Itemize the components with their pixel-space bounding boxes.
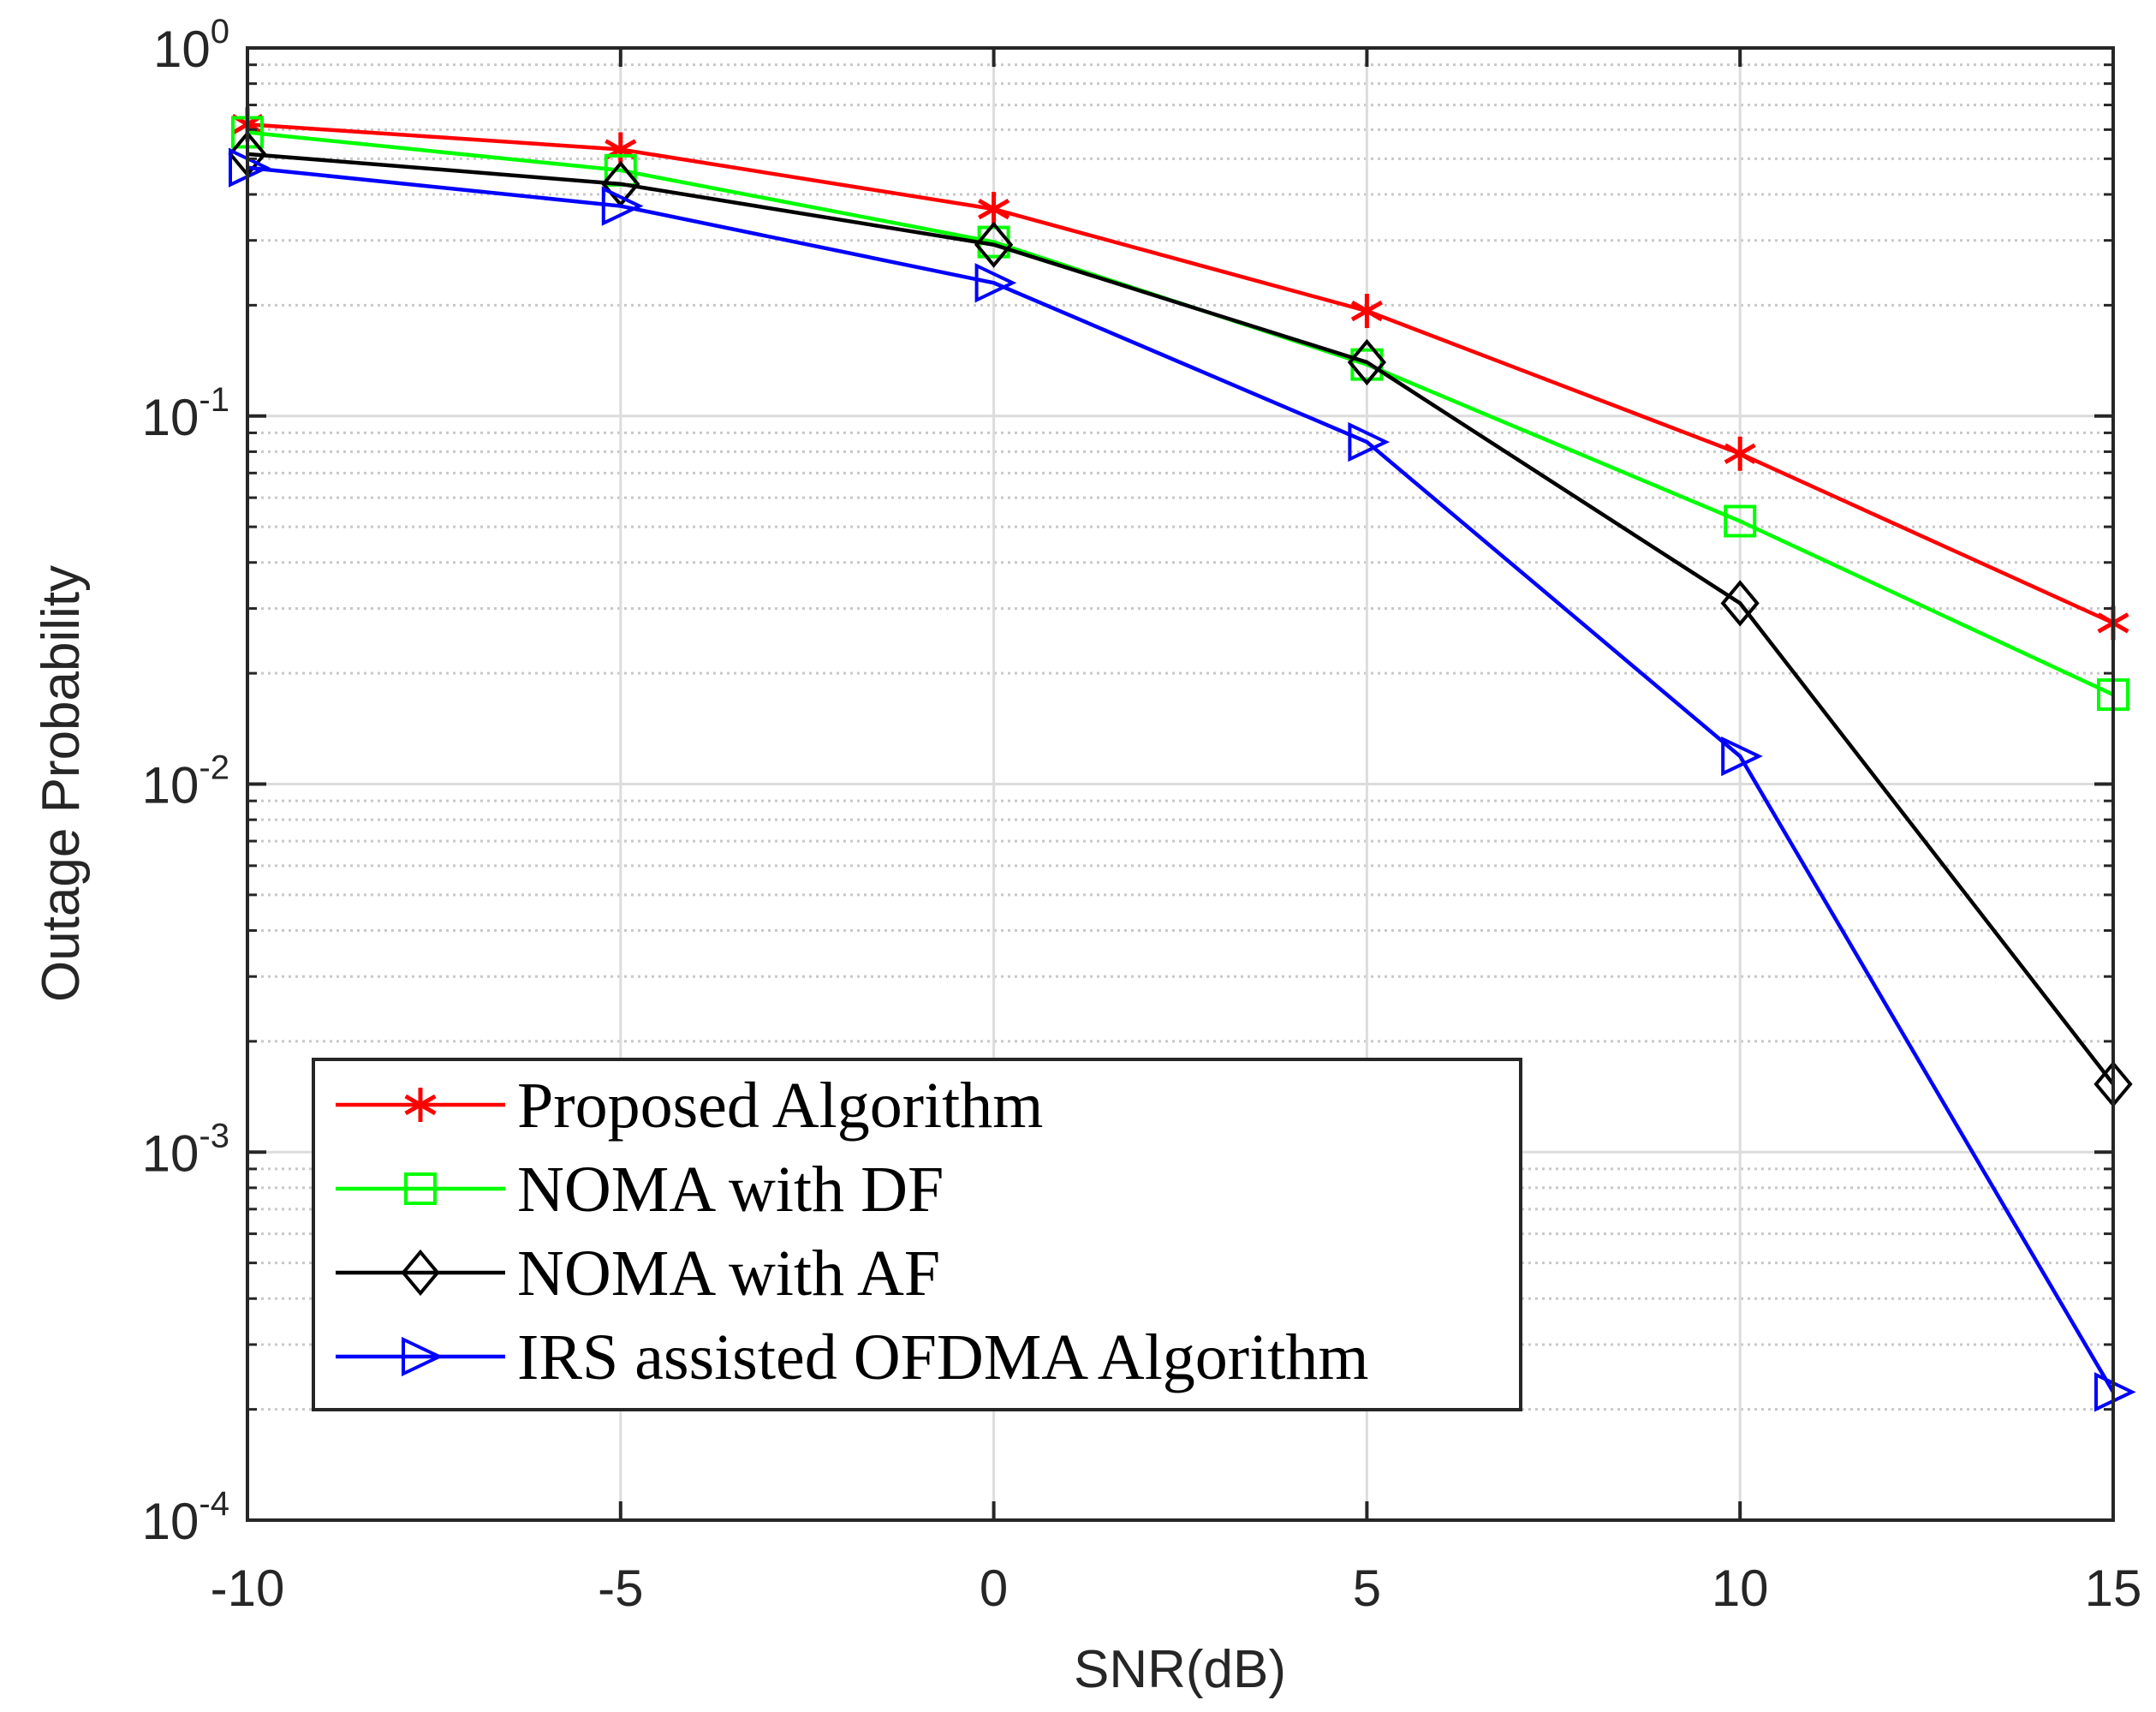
x-tick-label: 10 bbox=[1712, 1560, 1769, 1617]
asterisk-marker bbox=[1350, 300, 1383, 322]
triangle-marker bbox=[1348, 421, 1391, 462]
asterisk-marker bbox=[404, 1094, 437, 1116]
y-tick-label: 10-2 bbox=[142, 749, 229, 814]
legend-entry: NOMA with AF bbox=[336, 1238, 940, 1309]
triangle-marker bbox=[1721, 736, 1763, 777]
legend-label: NOMA with AF bbox=[517, 1238, 940, 1309]
y-tick-exponent: -4 bbox=[199, 1485, 229, 1523]
asterisk-marker bbox=[978, 198, 1010, 220]
legend-entry: NOMA with DF bbox=[336, 1154, 944, 1226]
legend-box bbox=[312, 1058, 1522, 1411]
asterisk-marker bbox=[1724, 443, 1756, 464]
y-tick-base: 10 bbox=[142, 757, 200, 814]
x-tick-label: -5 bbox=[598, 1560, 643, 1617]
x-tick-label: 0 bbox=[980, 1560, 1008, 1617]
y-tick-base: 10 bbox=[142, 1493, 200, 1550]
legend-entry: Proposed Algorithm bbox=[336, 1070, 1043, 1142]
triangle-marker bbox=[974, 263, 1017, 303]
y-tick-label: 100 bbox=[153, 13, 229, 78]
diamond-marker bbox=[1347, 338, 1387, 386]
legend: Proposed Algorithm NOMA with DF NOMA with … bbox=[312, 1058, 1522, 1411]
y-tick-exponent: -3 bbox=[199, 1117, 229, 1154]
series-line bbox=[247, 152, 2115, 1086]
y-tick-label: 10-1 bbox=[142, 381, 229, 446]
y-tick-label: 10-4 bbox=[142, 1485, 229, 1550]
x-tick-label: 5 bbox=[1353, 1560, 1381, 1617]
legend-label: NOMA with DF bbox=[517, 1154, 944, 1226]
y-tick-base: 10 bbox=[142, 389, 200, 446]
y-tick-base: 10 bbox=[142, 1124, 200, 1182]
x-tick-label: 15 bbox=[2085, 1560, 2142, 1617]
x-tick-label: -10 bbox=[211, 1560, 285, 1617]
series-line bbox=[247, 165, 2115, 1393]
diamond-marker bbox=[1720, 580, 1760, 627]
legend-label: IRS assisted OFDMA Algorithm bbox=[517, 1321, 1368, 1393]
y-tick-exponent: -2 bbox=[199, 749, 229, 787]
legend-entry: IRS assisted OFDMA Algorithm bbox=[336, 1321, 1368, 1393]
axes-frame bbox=[246, 46, 2115, 1522]
diamond-marker bbox=[974, 221, 1014, 268]
triangle-marker bbox=[402, 1336, 444, 1377]
square-marker bbox=[1724, 504, 1757, 538]
legend-label: Proposed Algorithm bbox=[517, 1070, 1043, 1142]
y-axis-label: Outage Probability bbox=[32, 565, 91, 1002]
series-line bbox=[247, 122, 2114, 625]
square-marker bbox=[404, 1172, 437, 1205]
triangle-marker bbox=[601, 186, 644, 226]
x-axis-label: SNR(dB) bbox=[1074, 1640, 1286, 1699]
diamond-marker bbox=[401, 1249, 440, 1297]
y-tick-base: 10 bbox=[153, 21, 211, 78]
y-tick-exponent: 0 bbox=[211, 13, 229, 51]
y-tick-exponent: -1 bbox=[199, 381, 229, 419]
y-tick-label: 10-3 bbox=[142, 1117, 229, 1182]
